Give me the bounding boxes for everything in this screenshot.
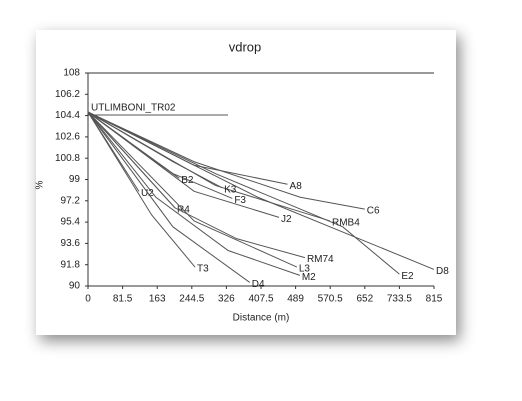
series-label: U2 xyxy=(141,188,154,199)
series-line xyxy=(87,111,280,218)
y-tick-label: 108 xyxy=(63,68,80,79)
x-tick-label: 733.5 xyxy=(387,294,412,305)
series-line xyxy=(87,111,298,268)
y-tick-label: 97.2 xyxy=(61,195,81,206)
x-tick-label: 489 xyxy=(287,294,304,305)
series-label: B2 xyxy=(181,175,194,186)
series-label: J2 xyxy=(281,214,292,225)
y-tick-label: 104.4 xyxy=(55,110,80,121)
series-line xyxy=(87,111,223,189)
y-tick-label: 100.8 xyxy=(55,153,80,164)
series-label: E2 xyxy=(401,271,414,282)
x-tick-label: 570.5 xyxy=(318,294,343,305)
series-label: L3 xyxy=(299,264,311,275)
series-line xyxy=(87,111,306,259)
series-line xyxy=(87,111,288,185)
series-line xyxy=(87,111,180,179)
series-line xyxy=(87,111,301,276)
x-tick-label: 163 xyxy=(149,294,166,305)
y-tick-label: 106.2 xyxy=(55,89,80,100)
series-line xyxy=(87,111,196,268)
series-label: D4 xyxy=(252,279,265,290)
x-tick-label: 244.5 xyxy=(179,294,204,305)
series-label: M2 xyxy=(302,272,316,283)
series-label: A8 xyxy=(290,181,303,192)
series-label: F3 xyxy=(234,195,246,206)
chart-card xyxy=(36,30,456,335)
series-line xyxy=(87,111,251,283)
y-tick-label: 99 xyxy=(69,174,81,185)
y-tick-label: 91.8 xyxy=(61,259,81,270)
series-line xyxy=(87,111,365,210)
series-label: D8 xyxy=(436,266,449,277)
y-tick-label: 90 xyxy=(69,281,81,292)
chart-title: vdrop xyxy=(229,39,262,54)
x-axis-label: Distance (m) xyxy=(233,313,290,324)
series-label: RMB4 xyxy=(332,218,360,229)
x-tick-label: 407.5 xyxy=(248,294,273,305)
annotation: UTLIMBONI_TR02 xyxy=(91,103,176,114)
y-tick-label: 95.4 xyxy=(61,217,81,228)
series-label: T3 xyxy=(197,264,209,275)
x-tick-label: 81.5 xyxy=(113,294,133,305)
series-label: RM74 xyxy=(307,254,334,265)
series-label: C6 xyxy=(367,206,380,217)
y-axis-label: % xyxy=(35,180,46,189)
x-tick-label: 326 xyxy=(218,294,235,305)
x-tick-label: 815 xyxy=(426,294,443,305)
x-tick-label: 0 xyxy=(85,294,91,305)
y-tick-label: 93.6 xyxy=(61,238,81,249)
y-tick-label: 102.6 xyxy=(55,132,80,143)
x-tick-label: 652 xyxy=(356,294,373,305)
series-line xyxy=(87,111,400,275)
series-label: K3 xyxy=(224,184,237,195)
